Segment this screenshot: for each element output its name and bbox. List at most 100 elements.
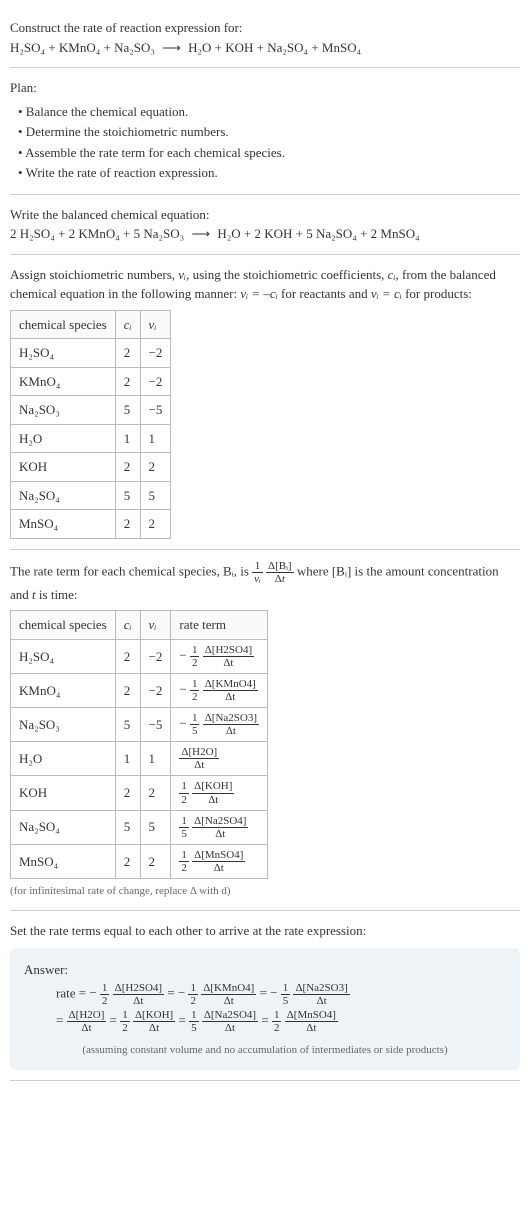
table-cell: MnSO₄ (11, 844, 116, 878)
col-species: chemical species (11, 611, 116, 640)
col-ci: cᵢ (115, 310, 140, 339)
table-cell: 2 (115, 339, 140, 368)
table-header-row: chemical species cᵢ νᵢ rate term (11, 611, 268, 640)
plan-section: Plan: • Balance the chemical equation. •… (10, 68, 520, 195)
table-cell: 2 (140, 510, 171, 539)
rate-term-cell: − 12 Δ[KMnO4]Δt (171, 673, 268, 707)
table-row: MnSO₄22 (11, 510, 171, 539)
plan-heading: Plan: (10, 78, 520, 98)
table-cell: 2 (115, 510, 140, 539)
arrow-icon: ⟶ (158, 40, 185, 55)
table-cell: Na₂SO₃ (11, 708, 116, 742)
balanced-equation: 2 H₂SO₄ + 2 KMnO₄ + 5 Na₂SO₃ ⟶ H₂O + 2 K… (10, 224, 520, 244)
rateterm-section: The rate term for each chemical species,… (10, 550, 520, 911)
rate-term-formula: 1νᵢ Δ[Bᵢ]Δt (252, 563, 297, 578)
table-cell: H₂O (11, 742, 116, 776)
balanced-heading: Write the balanced chemical equation: (10, 205, 520, 225)
table-cell: Na₂SO₄ (11, 810, 116, 844)
table-cell: Na₂SO₄ (11, 481, 116, 510)
table-cell: H₂SO₄ (11, 339, 116, 368)
table-cell: 2 (140, 844, 171, 878)
table-row: Na₂SO₃5−5− 15 Δ[Na2SO3]Δt (11, 708, 268, 742)
intro-rhs: H₂O + KOH + Na₂SO₄ + MnSO₄ (188, 40, 361, 55)
table-cell: −2 (140, 367, 171, 396)
intro-equation: H₂SO₄ + KMnO₄ + Na₂SO₃ ⟶ H₂O + KOH + Na₂… (10, 38, 520, 58)
table-cell: 5 (115, 810, 140, 844)
table-cell: 5 (115, 708, 140, 742)
table-cell: H₂SO₄ (11, 639, 116, 673)
answer-label: Answer: (24, 960, 506, 980)
col-species: chemical species (11, 310, 116, 339)
intro-title: Construct the rate of reaction expressio… (10, 18, 520, 38)
table-cell: 1 (140, 742, 171, 776)
table-cell: KOH (11, 776, 116, 810)
rateterm-note: (for infinitesimal rate of change, repla… (10, 883, 520, 900)
table-cell: 5 (140, 810, 171, 844)
balanced-lhs: 2 H₂SO₄ + 2 KMnO₄ + 5 Na₂SO₃ (10, 226, 184, 241)
col-rateterm: rate term (171, 611, 268, 640)
col-nui: νᵢ (140, 611, 171, 640)
table-cell: 2 (115, 844, 140, 878)
table-cell: 5 (115, 396, 140, 425)
table-row: Na₂SO₄5515 Δ[Na2SO4]Δt (11, 810, 268, 844)
rate-term-cell: 12 Δ[MnSO4]Δt (171, 844, 268, 878)
table-cell: KMnO₄ (11, 673, 116, 707)
rateterm-table: chemical species cᵢ νᵢ rate term H₂SO₄2−… (10, 610, 268, 879)
table-header-row: chemical species cᵢ νᵢ (11, 310, 171, 339)
plan-item: • Assemble the rate term for each chemic… (18, 143, 520, 163)
table-cell: 2 (115, 673, 140, 707)
stoich-text: Assign stoichiometric numbers, νᵢ, using… (10, 265, 520, 304)
intro-section: Construct the rate of reaction expressio… (10, 8, 520, 68)
table-row: Na₂SO₄55 (11, 481, 171, 510)
table-cell: 1 (115, 742, 140, 776)
answer-box: Answer: rate = − 12 Δ[H2SO4]Δt = − 12 Δ[… (10, 948, 520, 1070)
table-cell: −2 (140, 673, 171, 707)
rate-term-cell: 15 Δ[Na2SO4]Δt (171, 810, 268, 844)
table-cell: H₂O (11, 424, 116, 453)
table-row: H₂SO₄2−2 (11, 339, 171, 368)
final-section: Set the rate terms equal to each other t… (10, 911, 520, 1082)
table-row: KMnO₄2−2− 12 Δ[KMnO4]Δt (11, 673, 268, 707)
intro-lhs: H₂SO₄ + KMnO₄ + Na₂SO₃ (10, 40, 155, 55)
table-row: Na₂SO₃5−5 (11, 396, 171, 425)
table-row: MnSO₄2212 Δ[MnSO4]Δt (11, 844, 268, 878)
table-cell: KOH (11, 453, 116, 482)
balanced-rhs: H₂O + 2 KOH + 5 Na₂SO₄ + 2 MnSO₄ (217, 226, 419, 241)
arrow-icon: ⟶ (187, 226, 214, 241)
table-row: H₂O11 (11, 424, 171, 453)
table-cell: −5 (140, 396, 171, 425)
col-ci: cᵢ (115, 611, 140, 640)
col-nui: νᵢ (140, 310, 171, 339)
table-row: KOH2212 Δ[KOH]Δt (11, 776, 268, 810)
final-heading: Set the rate terms equal to each other t… (10, 921, 520, 941)
rate-label: rate (56, 985, 75, 1000)
plan-item: • Write the rate of reaction expression. (18, 163, 520, 183)
table-cell: 2 (115, 639, 140, 673)
rate-term-cell: 12 Δ[KOH]Δt (171, 776, 268, 810)
plan-list: • Balance the chemical equation. • Deter… (10, 102, 520, 183)
table-cell: 2 (140, 776, 171, 810)
rate-term-cell: Δ[H2O]Δt (171, 742, 268, 776)
stoich-section: Assign stoichiometric numbers, νᵢ, using… (10, 255, 520, 550)
table-cell: MnSO₄ (11, 510, 116, 539)
rate-term-cell: − 15 Δ[Na2SO3]Δt (171, 708, 268, 742)
plan-item: • Determine the stoichiometric numbers. (18, 122, 520, 142)
table-row: H₂O11Δ[H2O]Δt (11, 742, 268, 776)
table-cell: 2 (115, 453, 140, 482)
plan-item: • Balance the chemical equation. (18, 102, 520, 122)
table-cell: 2 (140, 453, 171, 482)
table-cell: 5 (140, 481, 171, 510)
table-row: H₂SO₄2−2− 12 Δ[H2SO4]Δt (11, 639, 268, 673)
table-cell: 5 (115, 481, 140, 510)
rateterm-text: The rate term for each chemical species,… (10, 560, 520, 605)
table-row: KOH22 (11, 453, 171, 482)
rate-expression-line2: = Δ[H2O]Δt = 12 Δ[KOH]Δt = 15 Δ[Na2SO4]Δ… (56, 1009, 506, 1034)
table-cell: Na₂SO₃ (11, 396, 116, 425)
table-row: KMnO₄2−2 (11, 367, 171, 396)
table-cell: −2 (140, 339, 171, 368)
table-cell: 1 (115, 424, 140, 453)
table-cell: 2 (115, 367, 140, 396)
answer-note: (assuming constant volume and no accumul… (24, 1042, 506, 1059)
table-cell: −5 (140, 708, 171, 742)
stoich-table: chemical species cᵢ νᵢ H₂SO₄2−2KMnO₄2−2N… (10, 310, 171, 539)
